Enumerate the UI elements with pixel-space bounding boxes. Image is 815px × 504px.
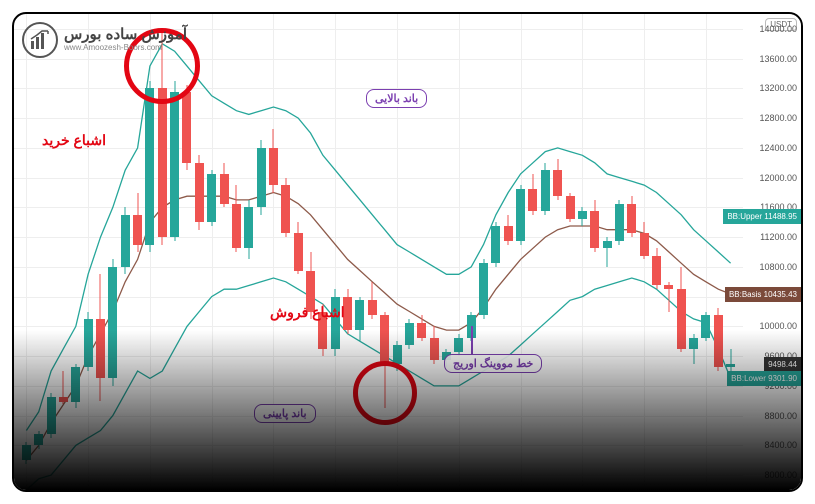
candle [677, 14, 686, 490]
oversold-label: اشباع فروش [270, 304, 345, 321]
y-tick-label: 13600.00 [759, 54, 797, 64]
brand-url: www.Amoozesh-Boors.com [64, 44, 187, 53]
candle [714, 14, 723, 490]
candle [47, 14, 56, 490]
overbought-label: اشباع خرید [42, 132, 106, 149]
candle [467, 14, 476, 490]
candle [232, 14, 241, 490]
candle [207, 14, 216, 490]
candle [343, 14, 352, 490]
candle [504, 14, 513, 490]
candle [578, 14, 587, 490]
candle [566, 14, 575, 490]
candle [664, 14, 673, 490]
y-tick-label: 10800.00 [759, 262, 797, 272]
y-tick-label: 10000.00 [759, 321, 797, 331]
oversold-circle [353, 361, 417, 425]
logo-icon [22, 22, 58, 58]
candle [640, 14, 649, 490]
candle [726, 14, 735, 490]
candle [479, 14, 488, 490]
candle [220, 14, 229, 490]
candle [108, 14, 117, 490]
price-tag: BB:Basis 10435.43 [725, 287, 801, 302]
brand-logo: آموزش ساده بورس www.Amoozesh-Boors.com [22, 22, 187, 58]
y-axis: USDT 8000.008400.008800.009200.009600.00… [743, 14, 801, 490]
candle [491, 14, 500, 490]
y-tick-label: 8000.00 [764, 470, 797, 480]
ma-line-box: خط مووینگ اوریج [444, 354, 542, 373]
candle [442, 14, 451, 490]
lower-band-box: باند پایینی [254, 404, 316, 423]
y-tick-label: 13200.00 [759, 83, 797, 93]
candle [528, 14, 537, 490]
candle [34, 14, 43, 490]
price-tag: 9498.44 [764, 357, 801, 372]
candle [318, 14, 327, 490]
price-tag: BB:Lower 9301.90 [727, 371, 801, 386]
y-tick-label: 12400.00 [759, 143, 797, 153]
y-tick-label: 14000.00 [759, 24, 797, 34]
candle [454, 14, 463, 490]
candle [516, 14, 525, 490]
candle [22, 14, 31, 490]
y-tick-label: 8400.00 [764, 440, 797, 450]
candle [195, 14, 204, 490]
y-tick-label: 12800.00 [759, 113, 797, 123]
candle [71, 14, 80, 490]
candle [590, 14, 599, 490]
candle [417, 14, 426, 490]
price-tag: BB:Upper 11488.95 [723, 209, 801, 224]
candle [541, 14, 550, 490]
candle [689, 14, 698, 490]
candle [652, 14, 661, 490]
ma-line-pointer [471, 326, 473, 354]
candle [603, 14, 612, 490]
y-tick-label: 8800.00 [764, 411, 797, 421]
candle [553, 14, 562, 490]
candle [405, 14, 414, 490]
y-tick-label: 11200.00 [760, 232, 797, 242]
chart-frame: آموزش ساده بورس www.Amoozesh-Boors.com ا… [12, 12, 803, 492]
chart-plot-area[interactable]: اشباع خرید اشباع فروش باند بالایی باند پایی… [14, 14, 801, 490]
candle [96, 14, 105, 490]
candle [355, 14, 364, 490]
candle [627, 14, 636, 490]
candle [84, 14, 93, 490]
candle [615, 14, 624, 490]
candle [244, 14, 253, 490]
y-tick-label: 12000.00 [759, 173, 797, 183]
brand-title: آموزش ساده بورس [64, 27, 187, 44]
candle [59, 14, 68, 490]
candle [430, 14, 439, 490]
upper-band-box: باند بالایی [366, 89, 427, 108]
candle [331, 14, 340, 490]
candle [701, 14, 710, 490]
